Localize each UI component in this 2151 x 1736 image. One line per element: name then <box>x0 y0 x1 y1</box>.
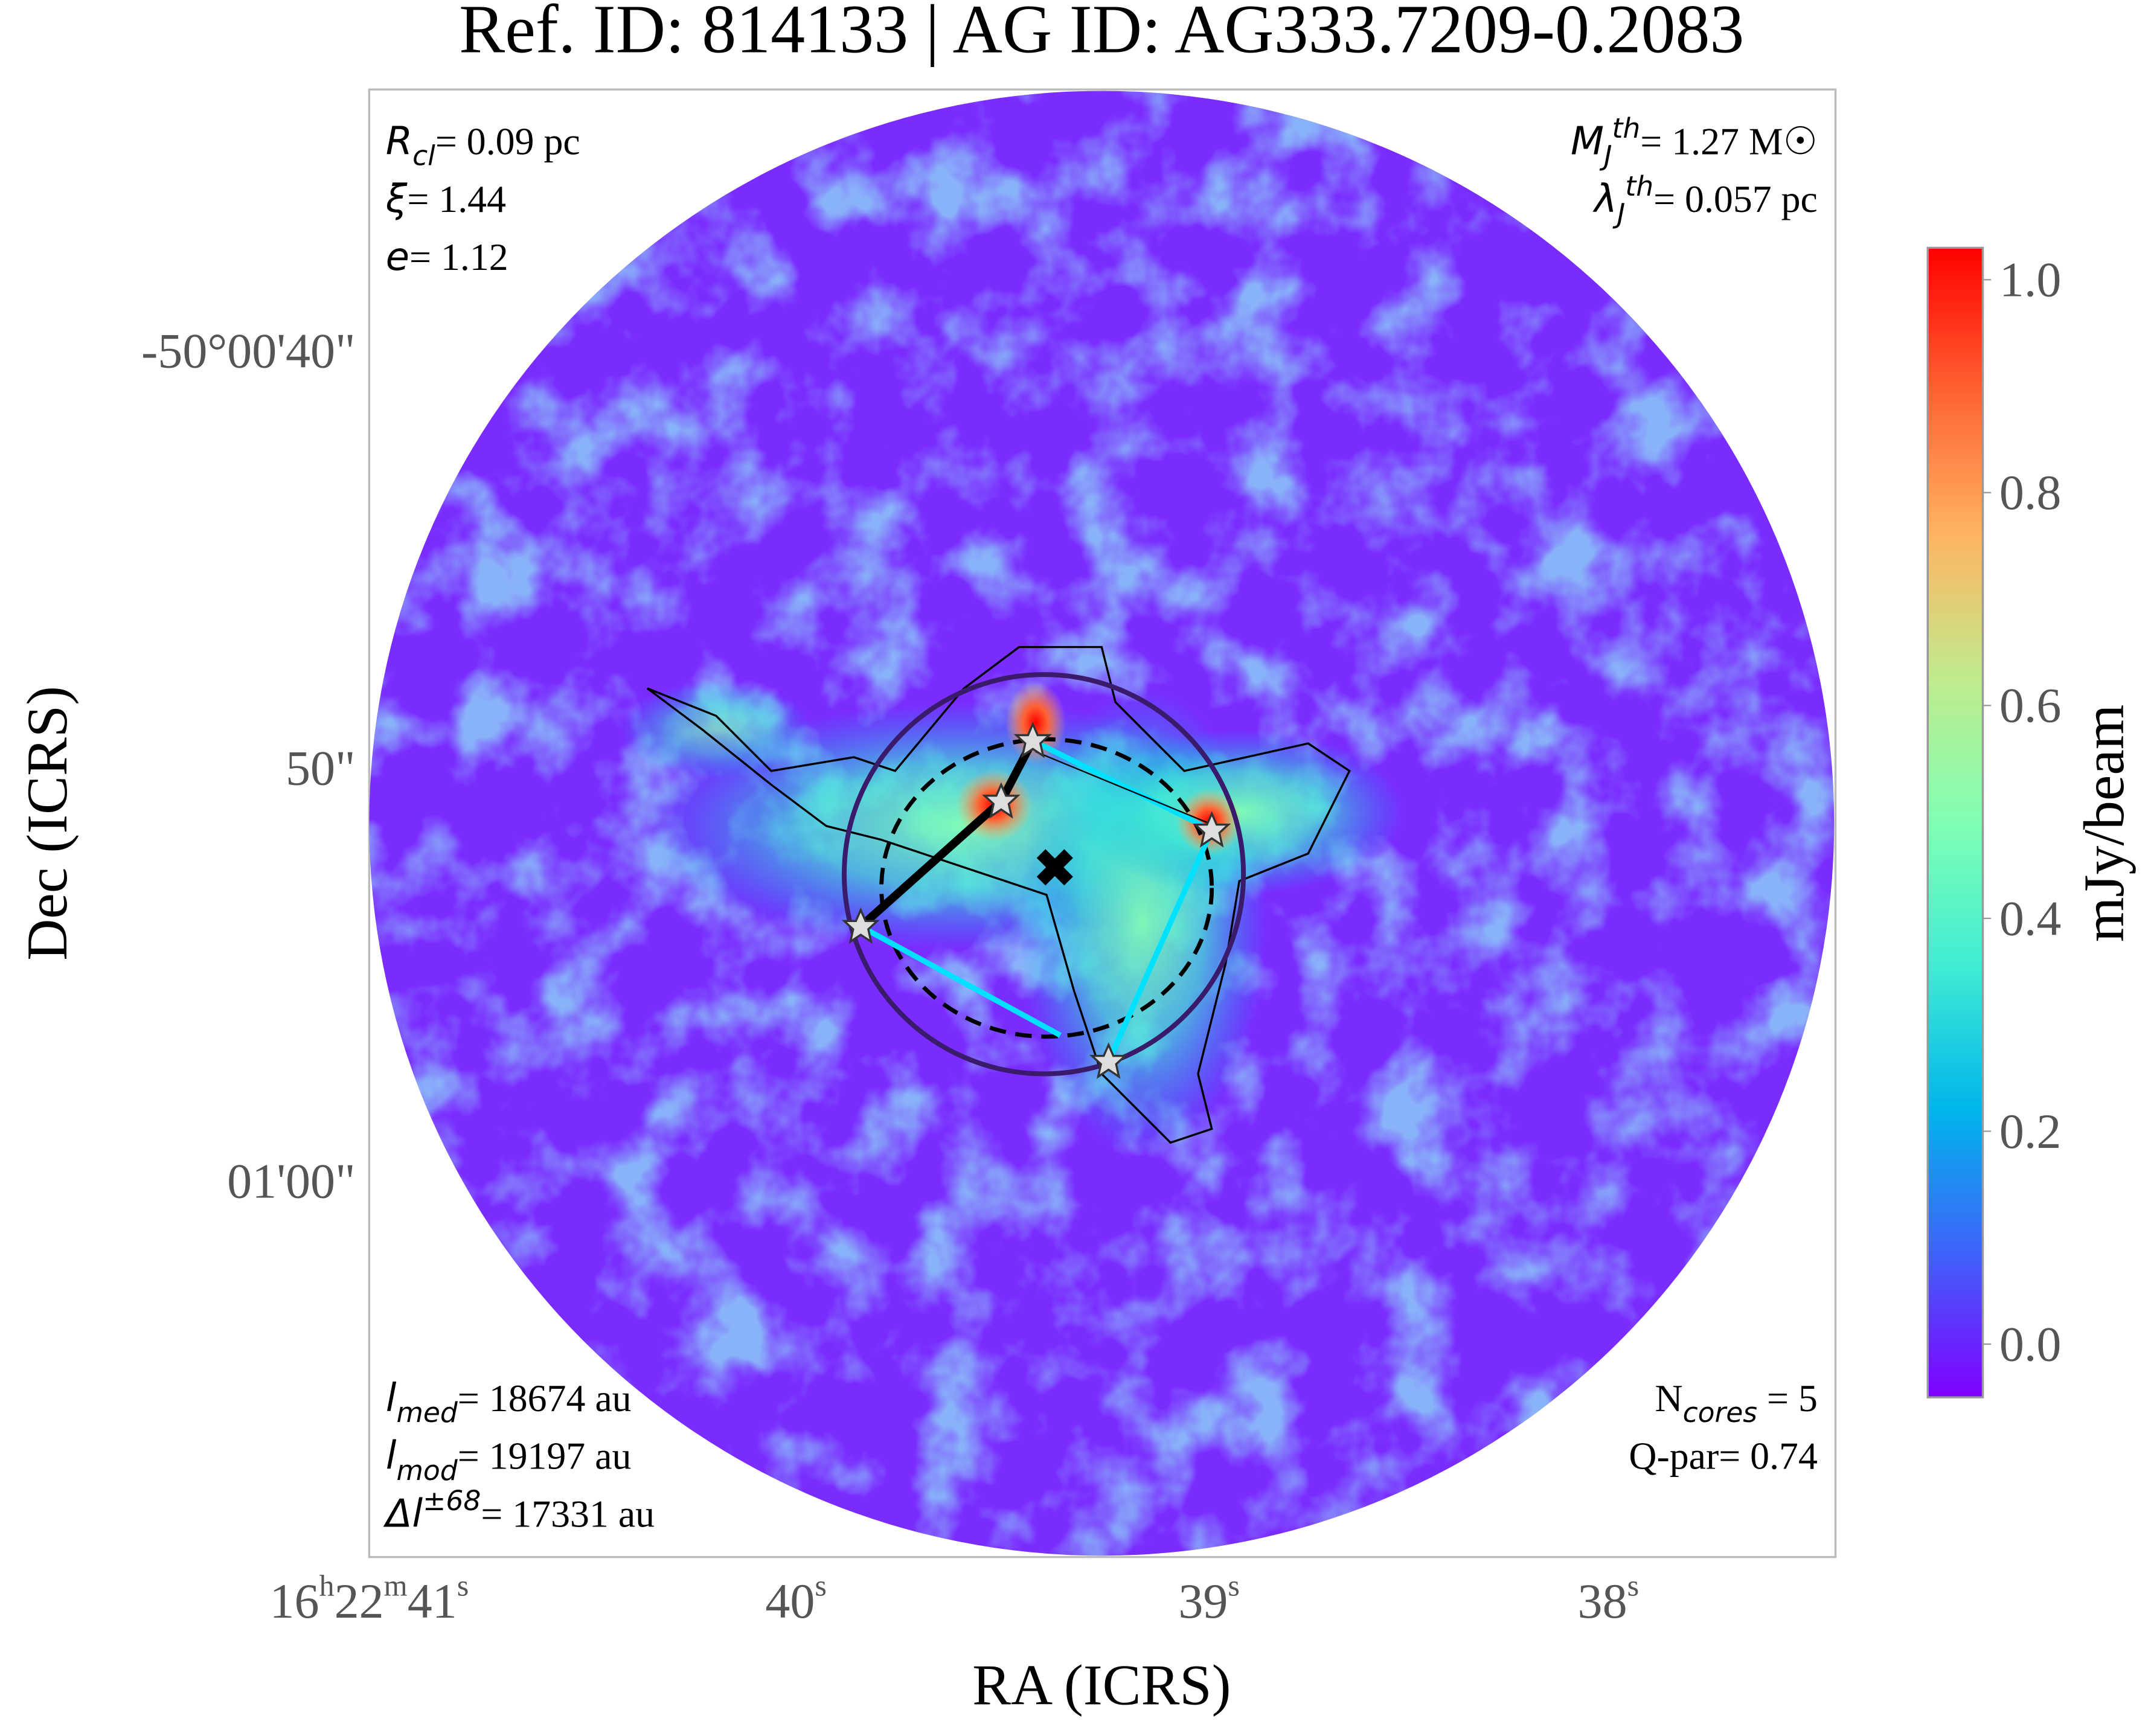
annotation-part: λ <box>1592 177 1617 222</box>
annotation: MJth= 1.27 M☉ <box>1571 112 1818 172</box>
colorbar <box>1926 246 1984 1398</box>
annotation-part: = 19197 au <box>458 1435 632 1478</box>
annotation-part: = 0.057 pc <box>1653 178 1818 220</box>
annotation-part: = 18674 au <box>458 1377 632 1420</box>
tick-value: 40 <box>765 1574 815 1629</box>
annotation-part: cl <box>412 140 435 172</box>
tick-value: 38 <box>1578 1574 1627 1629</box>
annotation-part: th <box>1625 170 1653 202</box>
colorbar-tick-label: 0.0 <box>1999 1316 2062 1371</box>
tick-value: 41 <box>408 1574 457 1629</box>
x-tick-label: 16h​22m​41s​ <box>269 1568 469 1628</box>
annotation-part: l <box>386 1376 397 1421</box>
annotation-part: e <box>386 235 409 280</box>
chart-title: Ref. ID: 814133 | AG ID: AG333.7209-0.20… <box>459 0 1744 68</box>
colorbar-tick-label: 0.2 <box>1999 1104 2062 1159</box>
annotation-part: = 5 <box>1757 1377 1818 1420</box>
annotation-part: Δl <box>383 1491 423 1536</box>
tick-unit: m <box>384 1568 408 1602</box>
annotation-part: = 0.09 pc <box>435 120 580 162</box>
annotation-part: l <box>386 1434 397 1479</box>
annotation: e= 1.12 <box>386 235 508 280</box>
annotation: lmod= 19197 au <box>386 1434 632 1487</box>
colorbar-tick-label: 0.6 <box>1999 678 2062 733</box>
y-tick-label: 50" <box>286 741 356 796</box>
tick-value: 16 <box>269 1574 319 1629</box>
annotation-part: med <box>396 1397 458 1429</box>
x-tick-label: 39s​ <box>1178 1568 1240 1628</box>
annotation: Ncores = 5 <box>1655 1377 1817 1429</box>
annotation: λJth= 0.057 pc <box>1592 170 1818 230</box>
annotation-part: = 1.27 M☉ <box>1640 120 1818 162</box>
x-tick-label: 40s​ <box>765 1568 827 1628</box>
annotation: Q-par= 0.74 <box>1629 1435 1818 1478</box>
annotation-part: cores <box>1683 1397 1757 1429</box>
annotation-part: N <box>1655 1377 1682 1420</box>
tick-value: 22 <box>335 1574 384 1629</box>
emission-map <box>369 91 1835 1556</box>
colorbar-tick-label: 1.0 <box>1999 252 2062 307</box>
x-axis-label: RA (ICRS) <box>972 1653 1231 1717</box>
annotation: Rcl= 0.09 pc <box>386 119 580 171</box>
colorbar-tick-label: 0.8 <box>1999 465 2062 520</box>
x-tick-label: 38s​ <box>1578 1568 1640 1628</box>
annotation-part: = 1.44 <box>407 178 506 220</box>
annotation-part: th <box>1612 112 1641 144</box>
annotation-part: = 17331 au <box>481 1492 655 1535</box>
annotation-part: ±68 <box>423 1485 481 1517</box>
annotation-part: ξ <box>385 177 408 222</box>
cores-overlay <box>841 672 1246 1079</box>
tick-unit: s <box>457 1568 469 1602</box>
tick-unit: s <box>1228 1568 1240 1602</box>
annotation-part: mod <box>396 1455 458 1487</box>
y-tick-label: -50°00'40" <box>141 324 356 379</box>
annotation-part: = 1.12 <box>409 235 508 278</box>
y-axis-label: Dec (ICRS) <box>15 686 79 961</box>
y-tick-label: 01'00" <box>227 1154 355 1209</box>
annotation-part: Q-par= 0.74 <box>1629 1435 1818 1478</box>
tick-unit: s <box>815 1568 827 1602</box>
annotation: Δl±68= 17331 au <box>383 1485 655 1536</box>
annotation: lmed= 18674 au <box>386 1376 632 1429</box>
colorbar-tick-label: 0.4 <box>1999 891 2062 946</box>
tick-unit: h <box>319 1568 335 1602</box>
annotation-part: M <box>1571 119 1604 164</box>
colorbar-label: mJy/beam <box>2072 705 2136 943</box>
annotation: ξ= 1.44 <box>385 177 506 222</box>
tick-unit: s <box>1627 1568 1640 1602</box>
annotation-part: R <box>386 119 412 164</box>
tick-value: 39 <box>1178 1574 1228 1629</box>
